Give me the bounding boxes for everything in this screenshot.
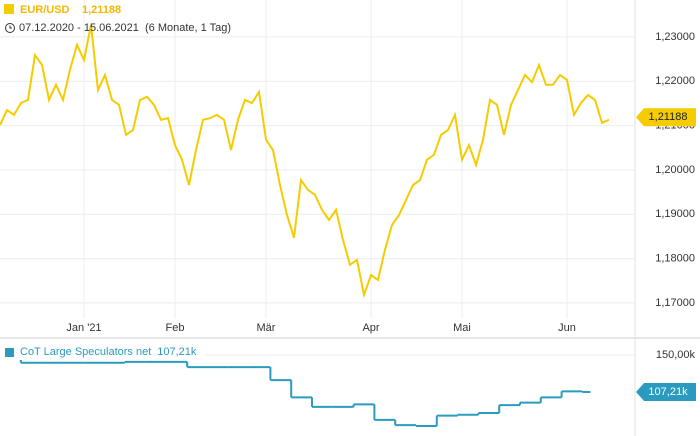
legend-swatch (5, 348, 14, 357)
x-tick-label: Mai (453, 322, 471, 334)
legend-label: CoT Large Speculators net (20, 346, 151, 358)
current-value-label: 1,21188 (649, 111, 688, 123)
y-tick-label: 1,19000 (655, 208, 695, 220)
x-tick-label: Feb (166, 322, 185, 334)
y-tick-label: 1,23000 (655, 31, 695, 43)
legend-bg (0, 344, 205, 360)
current-value-label: 107,21k (648, 386, 688, 398)
y-tick-label: 1,20000 (655, 164, 695, 176)
x-tick-label: Jan '21 (66, 322, 101, 334)
y-tick-label: 150,00k (656, 349, 696, 361)
clock-hands (9, 25, 12, 29)
legend-value: 1,21188 (82, 4, 121, 16)
y-tick-label: 1,22000 (655, 75, 695, 87)
x-tick-label: Apr (362, 322, 379, 334)
legend-label: EUR/USD (20, 4, 70, 16)
current-value-tag (636, 108, 696, 127)
price-line (0, 24, 610, 299)
x-tick-label: Mär (257, 322, 276, 334)
legend-swatch (4, 4, 14, 14)
clock-icon (5, 23, 15, 33)
current-value-tag (636, 383, 696, 402)
x-tick-label: Jun (558, 322, 576, 334)
subtitle: 07.12.2020 - 15.06.2021 (6 Monate, 1 Tag… (19, 22, 231, 34)
y-tick-label: 1,17000 (655, 297, 695, 309)
y-tick-label: 1,18000 (655, 252, 695, 264)
legend-value: 107,21k (157, 346, 197, 358)
